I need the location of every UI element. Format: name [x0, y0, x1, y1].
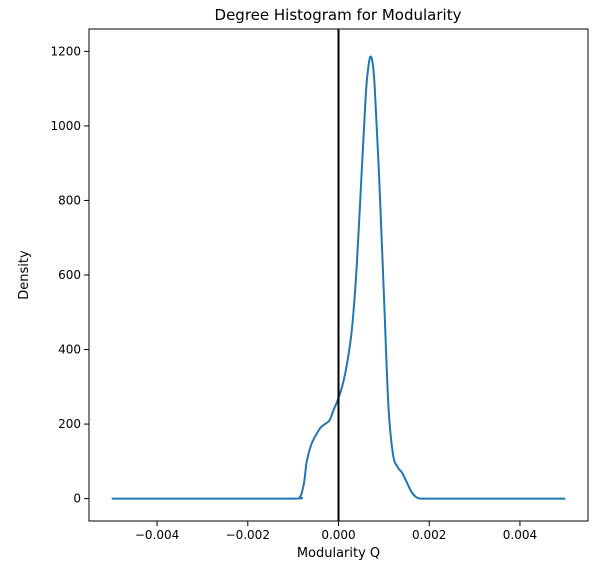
- x-tick-label: −0.004: [135, 528, 179, 542]
- y-tick-label: 200: [58, 417, 81, 431]
- x-axis: −0.004 −0.002 0.000 0.002 0.004: [135, 521, 537, 542]
- plot-area: [111, 29, 566, 521]
- y-tick-label: 1000: [50, 119, 81, 133]
- plot-frame: [88, 28, 589, 522]
- y-tick-label: 1200: [50, 44, 81, 58]
- x-tick-label: 0.004: [503, 528, 537, 542]
- x-tick-label: −0.002: [226, 528, 270, 542]
- x-tick-label: 0.000: [321, 528, 355, 542]
- y-axis: 0 200 400 600 800 1000 1200: [50, 44, 89, 506]
- y-tick-label: 600: [58, 268, 81, 282]
- chart-title: Degree Histogram for Modularity: [215, 6, 462, 24]
- y-axis-label: Density: [17, 250, 32, 300]
- density-line: [111, 55, 566, 500]
- x-axis-label: Modularity Q: [297, 546, 380, 561]
- x-tick-label: 0.002: [412, 528, 446, 542]
- y-tick-label: 0: [73, 492, 81, 506]
- y-tick-label: 800: [58, 193, 81, 207]
- y-tick-label: 400: [58, 343, 81, 357]
